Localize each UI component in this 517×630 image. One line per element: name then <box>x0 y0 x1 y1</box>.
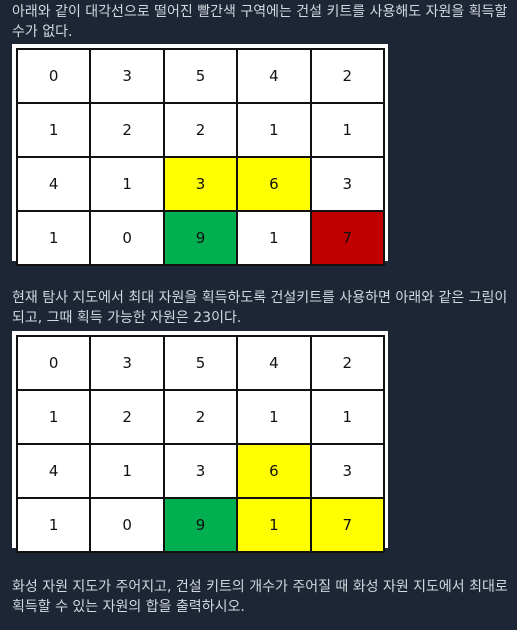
grid-cell-white: 3 <box>309 156 386 212</box>
grid-cell-yellow: 1 <box>236 497 312 553</box>
problem-text-output: 화성 자원 지도가 주어지고, 건설 키트의 개수가 주어질 때 화성 자원 지… <box>12 579 508 615</box>
grid-cell-white: 4 <box>236 48 312 104</box>
grid-cell-white: 3 <box>89 335 165 391</box>
grid-cell-white: 1 <box>15 102 92 158</box>
grid-cell-white: 1 <box>236 389 312 445</box>
grid-cell-white: 5 <box>162 48 239 104</box>
grid-cell-yellow: 6 <box>236 443 312 499</box>
problem-text-max-resource: 현재 탐사 지도에서 최대 자원을 획득하도록 건설키트를 사용하면 아래와 같… <box>12 290 508 326</box>
grid-cell-white: 1 <box>15 497 92 553</box>
grid-cell-white: 2 <box>162 389 239 445</box>
grid-cell-yellow: 3 <box>162 156 239 212</box>
grid-cell-white: 0 <box>15 48 92 104</box>
grid-cell-white: 4 <box>15 156 92 212</box>
grid-cell-white: 3 <box>89 48 165 104</box>
grid-cell-white: 2 <box>309 335 386 391</box>
grid-cell-white: 1 <box>15 389 92 445</box>
grid-cell-green: 9 <box>162 497 239 553</box>
grid-cell-green: 9 <box>162 210 239 266</box>
grid-cell-yellow: 6 <box>236 156 312 212</box>
problem-text-red-zone: 아래와 같이 대각선으로 떨어진 빨간색 구역에는 건설 키트를 사용해도 자원… <box>12 4 508 40</box>
grid-cell-white: 5 <box>162 335 239 391</box>
grid-cell-white: 3 <box>162 443 239 499</box>
grid-cell-white: 2 <box>162 102 239 158</box>
grid-cell-white: 1 <box>89 156 165 212</box>
grid-cell-white: 1 <box>309 389 386 445</box>
grid-cell-white: 1 <box>236 210 312 266</box>
grid-cell-white: 2 <box>89 102 165 158</box>
grid-cell-white: 1 <box>309 102 386 158</box>
grid-cell-white: 0 <box>89 210 165 266</box>
grid-cell-white: 1 <box>236 102 312 158</box>
grid-cell-white: 2 <box>309 48 386 104</box>
grid-cell-white: 3 <box>309 443 386 499</box>
grid-cell-white: 2 <box>89 389 165 445</box>
grid-cell-white: 4 <box>236 335 312 391</box>
grid-cell-white: 4 <box>15 443 92 499</box>
grid-cell-white: 0 <box>89 497 165 553</box>
grid-cell-yellow: 7 <box>309 497 386 553</box>
grid-cell-white: 0 <box>15 335 92 391</box>
grid-cell-white: 1 <box>15 210 92 266</box>
grid-cell-white: 1 <box>89 443 165 499</box>
grid-cell-red: 7 <box>309 210 386 266</box>
